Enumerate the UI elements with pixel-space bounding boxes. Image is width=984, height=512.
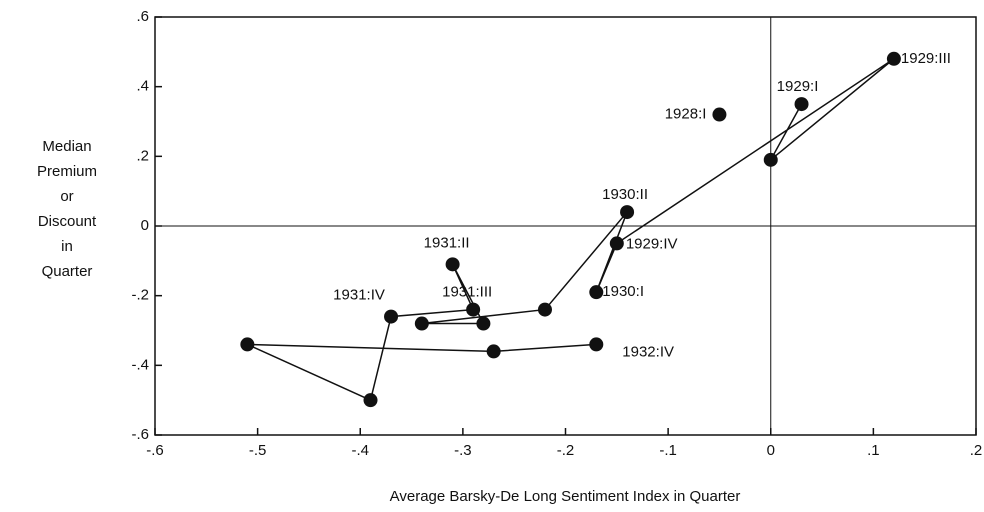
data-point [620,205,635,220]
point-label: 1929:III [901,50,951,67]
data-point [609,236,624,251]
x-tick-label: .1 [867,442,880,459]
data-point [363,393,378,408]
x-tick-label: -.6 [146,442,164,459]
x-tick-label: .2 [970,442,983,459]
data-point [886,51,901,66]
y-axis-label: Median [42,138,91,155]
point-label: 1931:III [442,284,492,301]
y-axis-label: Quarter [42,263,93,280]
x-tick-label: 0 [767,442,775,459]
data-point [384,309,399,324]
y-tick-label: 0 [141,217,149,234]
y-axis-label: Discount [38,213,97,230]
data-point [486,344,501,359]
point-label: 1930:II [602,186,648,203]
point-label: 1932:IV [622,343,674,360]
data-point [414,316,429,331]
data-point [445,257,460,272]
x-tick-label: -.2 [557,442,575,459]
y-axis-label: Premium [37,163,97,180]
y-axis-label: or [60,188,73,205]
y-axis-label: in [61,238,73,255]
point-label: 1930:I [602,283,644,300]
point-label: 1931:IV [333,287,385,304]
point-label: 1931:II [424,234,470,251]
data-point [476,316,491,331]
data-point [537,302,552,317]
y-tick-label: -.6 [131,426,149,443]
x-tick-label: -.1 [659,442,677,459]
data-point [240,337,255,352]
y-tick-label: .2 [136,147,149,164]
x-axis-label: Average Barsky-De Long Sentiment Index i… [390,488,741,505]
y-tick-label: .6 [136,8,149,25]
point-label: 1929:IV [626,235,678,252]
point-label: 1929:I [777,78,819,95]
data-point [712,107,727,122]
data-point [763,152,778,167]
x-tick-label: -.4 [351,442,369,459]
x-tick-label: -.3 [454,442,472,459]
data-point [466,302,481,317]
data-point [589,285,604,300]
point-label: 1928:I [665,106,707,123]
y-tick-label: .4 [136,78,149,95]
y-tick-label: -.4 [131,356,149,373]
data-point [794,97,809,112]
x-tick-label: -.5 [249,442,267,459]
connecting-line [247,58,895,402]
data-point [589,337,604,352]
y-tick-label: -.2 [131,287,149,304]
